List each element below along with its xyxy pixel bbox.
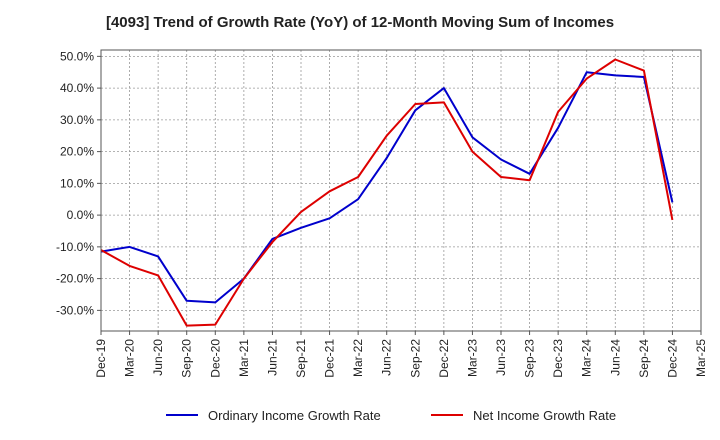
y-tick-label: -10.0% xyxy=(56,240,94,254)
x-tick-label: Jun-23 xyxy=(494,339,508,376)
x-tick-label: Dec-22 xyxy=(437,339,451,378)
series-lines xyxy=(100,58,674,327)
y-tick-label: -20.0% xyxy=(56,272,94,286)
y-tick-label: -30.0% xyxy=(56,303,94,317)
legend: Ordinary Income Growth Rate Net Income G… xyxy=(0,404,720,426)
x-tick-label: Sep-23 xyxy=(523,339,537,378)
grid-lines xyxy=(101,50,701,331)
x-tick-label: Dec-21 xyxy=(323,339,337,378)
x-tick-label: Mar-20 xyxy=(123,339,137,377)
x-tick-label: Sep-20 xyxy=(180,339,194,378)
x-tick-label: Mar-24 xyxy=(580,339,594,377)
y-tick-label: 30.0% xyxy=(60,113,94,127)
x-tick-label: Mar-23 xyxy=(465,339,479,377)
x-tick-label: Dec-19 xyxy=(94,339,108,378)
x-tick-label: Dec-20 xyxy=(208,339,222,378)
x-tick-label: Mar-22 xyxy=(351,339,365,377)
legend-label-ordinary-income: Ordinary Income Growth Rate xyxy=(208,407,381,423)
y-tick-label: 50.0% xyxy=(60,49,94,63)
chart-title: [4093] Trend of Growth Rate (YoY) of 12-… xyxy=(105,14,615,31)
y-tick-label: 20.0% xyxy=(60,145,94,159)
x-tick-label: Dec-23 xyxy=(551,339,565,378)
y-tick-label: 40.0% xyxy=(60,81,94,95)
legend-item-net-income: Net Income Growth Rate xyxy=(431,404,616,426)
x-tick-label: Jun-21 xyxy=(265,339,279,376)
y-tick-label: 10.0% xyxy=(60,176,94,190)
axes: Dec-19 Mar-20 Jun-20 Sep-20 Dec-20 Mar-21 Jun-… xyxy=(56,49,708,377)
x-tick-label: Sep-21 xyxy=(294,339,308,378)
legend-swatch-net-income xyxy=(431,414,463,416)
x-tick-label: Jun-24 xyxy=(608,339,622,376)
x-tick-label: Sep-22 xyxy=(408,339,422,378)
plot-frame xyxy=(100,49,702,332)
x-tick-label: Mar-21 xyxy=(237,339,251,377)
x-tick-label: Jun-20 xyxy=(151,339,165,376)
legend-item-ordinary-income: Ordinary Income Growth Rate xyxy=(166,404,381,426)
y-tick-label: 0.0% xyxy=(67,208,95,222)
x-tick-label: Mar-25 xyxy=(694,339,708,377)
legend-label-net-income: Net Income Growth Rate xyxy=(473,407,617,423)
x-tick-label: Dec-24 xyxy=(665,339,679,378)
series-line-net-income xyxy=(100,58,674,327)
legend-swatch-ordinary-income xyxy=(166,414,198,416)
plot-area xyxy=(101,50,701,331)
x-tick-label: Sep-24 xyxy=(637,339,651,378)
x-tick-label: Jun-22 xyxy=(380,339,394,376)
